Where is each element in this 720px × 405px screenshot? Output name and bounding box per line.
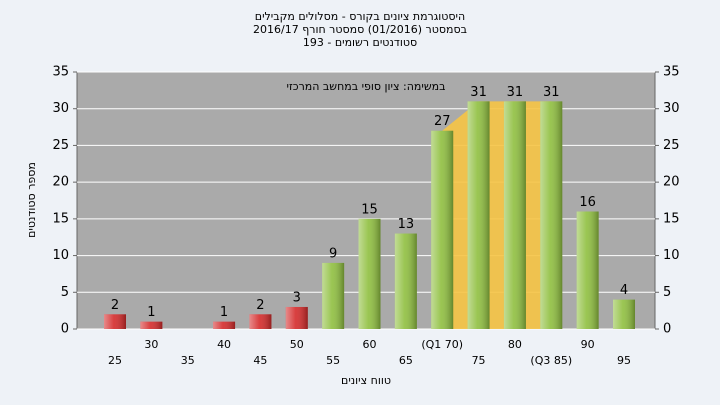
bar-shade <box>213 321 236 329</box>
y-tick-label: 10 <box>52 248 69 263</box>
data-label: 2 <box>256 298 264 313</box>
y-tick-label: 15 <box>52 211 69 226</box>
y-tick-label: 15 <box>663 211 680 226</box>
x-tick-label: 80 <box>508 338 522 351</box>
y-tick-label: 0 <box>663 322 671 337</box>
y-tick-label: 20 <box>663 175 680 190</box>
y-tick-label: 30 <box>52 101 69 116</box>
data-label: 1 <box>220 305 228 320</box>
y-tick-label: 20 <box>52 175 69 190</box>
x-tick-label: 25 <box>108 354 122 367</box>
y-tick-label: 25 <box>52 138 69 153</box>
chart-subtitle: סטודנטים רשומים - 193 <box>303 36 417 49</box>
bar-shade <box>467 101 490 329</box>
y-tick-label: 30 <box>663 101 680 116</box>
y-tick-label: 5 <box>663 285 671 300</box>
y-tick-label: 35 <box>52 65 69 80</box>
y-tick-label: 5 <box>61 285 69 300</box>
bar-shade <box>358 218 381 329</box>
data-label: 31 <box>470 85 487 100</box>
data-label: 31 <box>507 85 524 100</box>
y-axis-label: מספר סטודנטים <box>25 162 38 238</box>
data-label: 16 <box>579 195 596 210</box>
x-tick-label: 30 <box>144 338 158 351</box>
x-tick-label: 75 <box>472 354 486 367</box>
x-tick-label: 60 <box>363 338 377 351</box>
data-label: 9 <box>329 246 337 261</box>
data-label: 27 <box>434 114 451 129</box>
data-label: 4 <box>620 283 628 298</box>
data-label: 31 <box>543 85 560 100</box>
annotation: במשימה: ציון סופי במחשב המרכזי <box>286 80 445 93</box>
x-tick-label: 65 <box>399 354 413 367</box>
bar-shade <box>576 211 599 329</box>
data-label: 15 <box>361 202 378 217</box>
x-tick-label: 95 <box>617 354 631 367</box>
x-tick-label: 90 <box>581 338 595 351</box>
bar-shade <box>285 306 308 329</box>
data-label: 2 <box>111 298 119 313</box>
chart-title: היסטוגרמת ציונים בקורס - מסלולים מקבילים <box>255 10 465 23</box>
bar-shade <box>249 314 272 329</box>
x-tick-label: 40 <box>217 338 231 351</box>
x-tick-label: (Q1 70) <box>421 338 463 351</box>
x-tick-label: 55 <box>326 354 340 367</box>
y-tick-label: 0 <box>61 322 69 337</box>
bar-shade <box>322 262 345 329</box>
y-tick-label: 10 <box>663 248 680 263</box>
x-axis-label: טווח ציונים <box>341 374 391 387</box>
bar-shade <box>140 321 163 329</box>
bar-shade <box>431 130 454 329</box>
x-tick-label: 35 <box>181 354 195 367</box>
data-label: 13 <box>398 217 415 232</box>
bar-shade <box>540 101 563 329</box>
data-label: 1 <box>147 305 155 320</box>
x-tick-label: 50 <box>290 338 304 351</box>
y-tick-label: 35 <box>663 65 680 80</box>
x-tick-label: 45 <box>253 354 267 367</box>
chart-subtitle: בסמסטר (01/2016) סמסטר חורף 2016/17 <box>253 23 467 36</box>
y-tick-label: 25 <box>663 138 680 153</box>
quartile-band <box>442 101 552 329</box>
bar-shade <box>104 314 126 329</box>
bar-shade <box>394 233 417 329</box>
bar-shade <box>613 299 635 329</box>
x-tick-label: (Q3 85) <box>530 354 572 367</box>
bar-shade <box>503 101 526 329</box>
data-label: 3 <box>293 290 301 305</box>
